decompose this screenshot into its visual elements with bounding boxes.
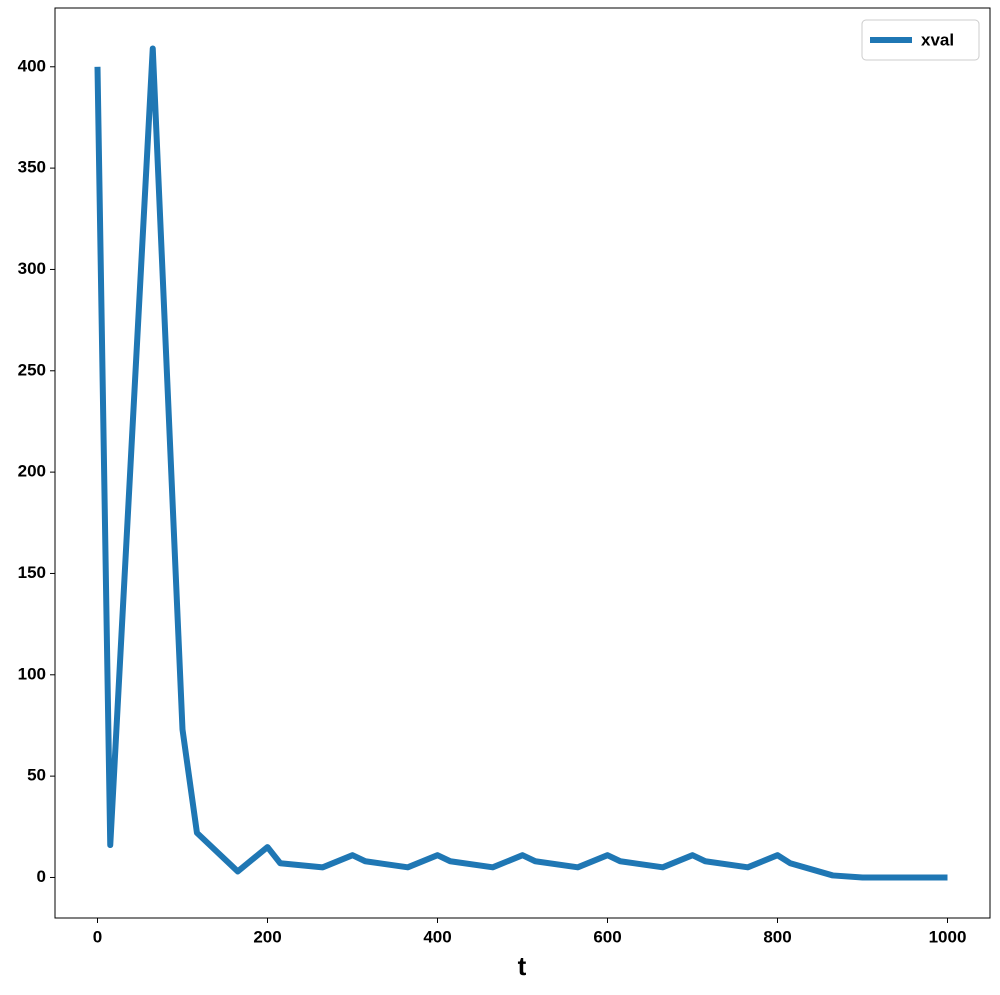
y-tick-label: 250 [18, 360, 46, 379]
x-tick-label: 0 [93, 927, 102, 946]
y-tick-label: 400 [18, 56, 46, 75]
y-tick-label: 100 [18, 664, 46, 683]
x-axis-label: t [518, 951, 527, 981]
x-tick-label: 1000 [929, 927, 967, 946]
y-tick-label: 300 [18, 259, 46, 278]
y-tick-label: 150 [18, 563, 46, 582]
plot-frame [54, 7, 991, 919]
y-tick-label: 200 [18, 462, 46, 481]
x-tick-label: 600 [593, 927, 621, 946]
legend-box [861, 19, 980, 61]
data-line [94, 45, 948, 881]
x-tick-label: 800 [763, 927, 791, 946]
legend-label: xval [921, 30, 954, 49]
y-tick-label: 50 [27, 766, 46, 785]
y-tick-label: 0 [37, 867, 46, 886]
x-tick-label: 400 [423, 927, 451, 946]
x-tick-label: 200 [253, 927, 281, 946]
y-tick-label: 350 [18, 158, 46, 177]
